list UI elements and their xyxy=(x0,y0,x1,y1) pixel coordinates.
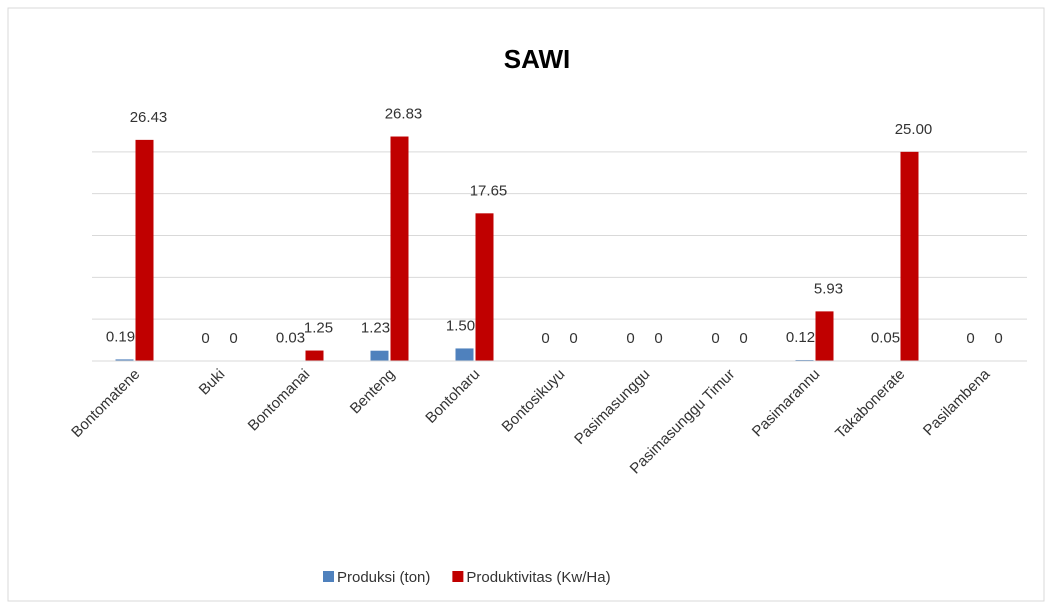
data-label: 0.19 xyxy=(106,328,135,345)
data-label: 0 xyxy=(201,330,209,347)
data-label: 0.12 xyxy=(786,329,815,346)
bar xyxy=(815,311,834,361)
bar xyxy=(135,139,154,361)
data-label: 26.43 xyxy=(130,109,168,126)
data-label: 0 xyxy=(654,330,662,347)
bar xyxy=(370,350,389,361)
data-label: 1.25 xyxy=(304,320,333,337)
bar xyxy=(475,213,494,361)
data-label: 0 xyxy=(229,330,237,347)
bar xyxy=(115,359,134,361)
data-label: 0 xyxy=(966,330,974,347)
data-label: 17.65 xyxy=(470,182,508,199)
data-label: 1.50 xyxy=(446,317,475,334)
bar xyxy=(455,348,474,361)
data-label: 25.00 xyxy=(895,121,933,138)
bar xyxy=(305,350,324,361)
data-label: 5.93 xyxy=(814,280,843,297)
chart-title: SAWI xyxy=(504,44,570,74)
data-label: 0 xyxy=(569,330,577,347)
data-label: 0 xyxy=(541,330,549,347)
legend-label: Produksi (ton) xyxy=(337,569,430,586)
bar xyxy=(390,136,409,361)
legend-swatch xyxy=(452,571,464,582)
legend-swatch xyxy=(323,571,334,582)
data-label: 0 xyxy=(994,330,1002,347)
chart-border xyxy=(7,7,1045,602)
legend-label: Produktivitas (Kw/Ha) xyxy=(466,569,610,586)
data-label: 0 xyxy=(739,330,747,347)
data-label: 26.83 xyxy=(385,106,423,123)
data-label: 1.23 xyxy=(361,320,390,337)
data-label: 0 xyxy=(711,330,719,347)
data-label: 0 xyxy=(626,330,634,347)
bar xyxy=(795,359,814,361)
bar xyxy=(900,151,919,361)
data-label: 0.05 xyxy=(871,330,900,347)
data-label: 0.03 xyxy=(276,330,305,347)
